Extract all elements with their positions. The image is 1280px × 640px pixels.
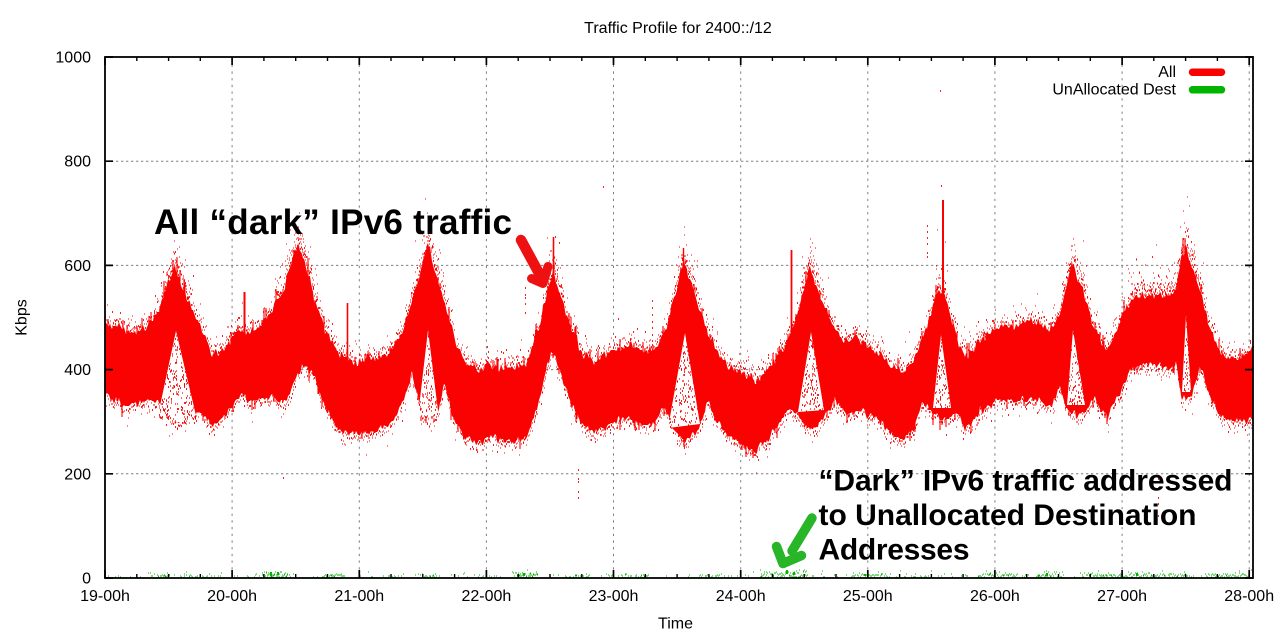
- svg-text:27-00h: 27-00h: [1097, 588, 1147, 605]
- svg-text:1000: 1000: [55, 50, 91, 67]
- svg-text:Addresses: Addresses: [819, 533, 970, 566]
- svg-text:Traffic Profile for 2400::/12: Traffic Profile for 2400::/12: [584, 20, 772, 37]
- svg-text:400: 400: [64, 362, 91, 379]
- svg-text:UnAllocated Dest: UnAllocated Dest: [1052, 82, 1176, 99]
- svg-text:28-00h: 28-00h: [1224, 588, 1274, 605]
- svg-text:20-00h: 20-00h: [207, 588, 257, 605]
- svg-text:0: 0: [82, 571, 91, 588]
- svg-text:“Dark” IPv6 traffic addressed: “Dark” IPv6 traffic addressed: [819, 464, 1233, 497]
- svg-text:26-00h: 26-00h: [970, 588, 1020, 605]
- svg-text:21-00h: 21-00h: [334, 588, 384, 605]
- svg-text:600: 600: [64, 258, 91, 275]
- svg-text:200: 200: [64, 466, 91, 483]
- svg-text:800: 800: [64, 154, 91, 171]
- svg-text:All: All: [1158, 64, 1176, 81]
- svg-text:to Unallocated Destination: to Unallocated Destination: [819, 499, 1197, 532]
- svg-text:Kbps: Kbps: [14, 299, 31, 335]
- svg-text:19-00h: 19-00h: [80, 588, 130, 605]
- svg-text:22-00h: 22-00h: [461, 588, 511, 605]
- svg-text:All “dark” IPv6 traffic: All “dark” IPv6 traffic: [154, 203, 512, 242]
- svg-text:24-00h: 24-00h: [716, 588, 766, 605]
- svg-text:Time: Time: [658, 616, 693, 633]
- svg-text:23-00h: 23-00h: [589, 588, 639, 605]
- svg-text:25-00h: 25-00h: [843, 588, 893, 605]
